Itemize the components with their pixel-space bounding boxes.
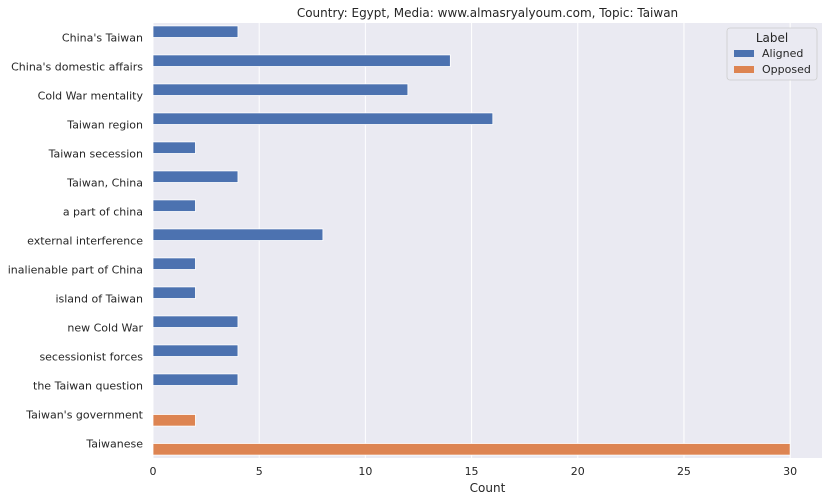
y-tick-label: new Cold War <box>67 322 143 335</box>
bar-aligned <box>152 25 239 38</box>
y-tick-label: Taiwan's government <box>25 409 143 422</box>
x-axis-label: Count <box>470 481 506 495</box>
bar-aligned <box>152 228 324 241</box>
bar-aligned <box>152 112 494 125</box>
y-tick-label: the Taiwan question <box>33 380 143 393</box>
bar-aligned <box>152 344 239 357</box>
legend: Label Aligned Opposed <box>726 27 818 81</box>
legend-title: Label <box>756 31 788 45</box>
chart-title: Country: Egypt, Media: www.almasryalyoum… <box>297 6 678 20</box>
y-tick-label: island of Taiwan <box>55 293 143 306</box>
y-tick-label: inalienable part of China <box>8 264 143 277</box>
x-tick-label: 30 <box>783 465 797 478</box>
x-tick-label: 15 <box>465 465 479 478</box>
y-tick-labels: China's Taiwan China's domestic affairs Co… <box>8 32 144 451</box>
x-tick-label: 5 <box>256 465 263 478</box>
bar-aligned <box>152 54 451 67</box>
bar-aligned <box>152 83 409 96</box>
y-tick-label: Cold War mentality <box>38 90 144 103</box>
legend-label: Aligned <box>762 47 803 60</box>
legend-swatch <box>734 66 754 73</box>
bar-aligned <box>152 315 239 328</box>
y-tick-label: China's Taiwan <box>62 32 143 45</box>
x-tick-label: 0 <box>150 465 157 478</box>
bars <box>152 25 791 456</box>
bar-aligned <box>152 141 196 154</box>
y-tick-label: China's domestic affairs <box>11 61 143 74</box>
x-tick-label: 20 <box>571 465 585 478</box>
legend-label: Opposed <box>762 63 811 76</box>
y-tick-label: Taiwan region <box>66 119 143 132</box>
bar-aligned <box>152 257 196 270</box>
bar-aligned <box>152 373 239 386</box>
y-tick-label: external interference <box>27 235 143 248</box>
bar-opposed <box>152 443 791 456</box>
bar-aligned <box>152 286 196 299</box>
x-tick-label: 10 <box>358 465 372 478</box>
y-tick-label: a part of china <box>63 206 143 219</box>
legend-swatch <box>734 50 754 57</box>
x-tick-label: 25 <box>677 465 691 478</box>
y-tick-label: Taiwanese <box>85 438 143 451</box>
y-tick-label: secessionist forces <box>39 351 143 364</box>
x-tick-labels: 0 5 10 15 20 25 30 <box>150 465 798 478</box>
bar-aligned <box>152 170 239 183</box>
y-tick-label: Taiwan secession <box>48 148 143 161</box>
y-tick-label: Taiwan, China <box>66 177 143 190</box>
bar-opposed <box>152 414 196 427</box>
bar-aligned <box>152 199 196 212</box>
